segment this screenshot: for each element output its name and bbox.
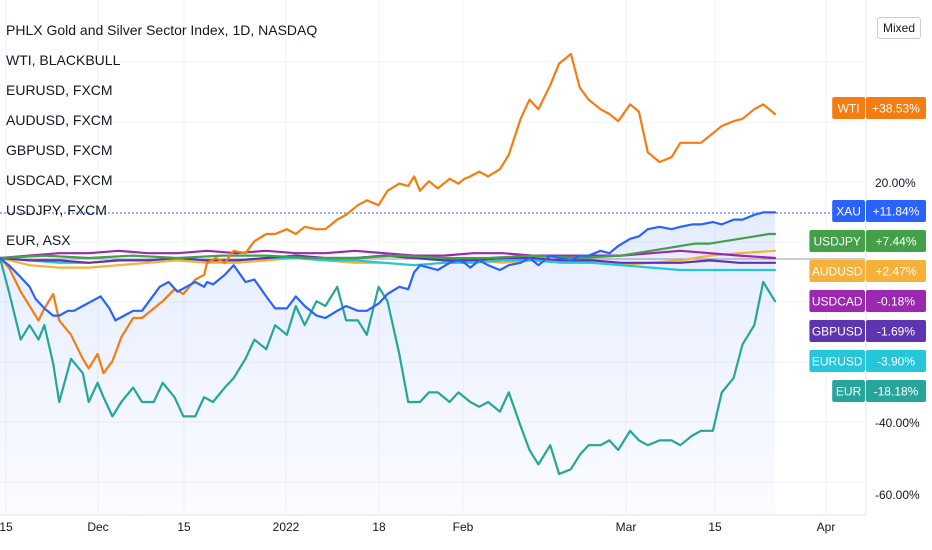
badge-value: -18.18% (874, 385, 919, 399)
badge-eurusd: EURUSD -3.90% (809, 350, 926, 372)
badge-name: USDJPY (814, 235, 861, 249)
badge-usdcad: USDCAD -0.18% (809, 290, 926, 312)
y-tick-label: 20.00% (875, 176, 916, 190)
badge-value: +7.44% (875, 235, 916, 249)
badge-name: WTI (838, 102, 860, 116)
badge-name-bg (832, 97, 865, 119)
series-line-eur (0, 256, 777, 476)
y-tick-label: -60.00% (875, 488, 920, 502)
badge-name: GBPUSD (812, 325, 863, 339)
badge-value-bg (866, 260, 926, 282)
badge-value: +38.53% (872, 102, 920, 116)
badge-value-bg (866, 380, 926, 402)
badge-name-bg (832, 380, 865, 402)
series-line-usdcad (0, 249, 777, 260)
badge-value-bg (866, 290, 926, 312)
badge-value: +11.84% (873, 205, 920, 219)
x-tick-label: 2022 (273, 520, 300, 534)
badge-wti: WTI +38.53% (832, 97, 926, 119)
badge-xau: XAU +11.84% (832, 200, 926, 222)
last-value-badges: WTI +38.53% XAU +11.84% USDJPY +7.44% AUDUSD +2… (809, 97, 926, 402)
area-fill (0, 212, 775, 515)
time-axis[interactable]: 15 Dec 15 2022 18 Feb Mar 15 Apr (0, 514, 866, 534)
badge-usdjpy: USDJPY +7.44% (809, 230, 926, 252)
xau-area (0, 212, 775, 515)
x-tick-label: 15 (177, 520, 191, 534)
badge-value: -3.90% (877, 355, 915, 369)
badge-gbpusd: GBPUSD -1.69% (809, 320, 926, 342)
badge-name: EURUSD (812, 355, 863, 369)
series-line-xau (0, 211, 777, 322)
badge-name-bg (832, 200, 865, 222)
badge-value: -1.69% (877, 325, 915, 339)
badge-name-bg (809, 290, 865, 312)
badge-value-bg (866, 230, 926, 252)
x-tick-label: Mar (616, 520, 637, 534)
y-tick-label: -40.00% (875, 416, 920, 430)
badge-name-bg (809, 320, 865, 342)
badge-name: USDCAD (812, 295, 863, 309)
scale-mode-button[interactable]: Mixed (877, 17, 922, 39)
legend-item-xau[interactable]: PHLX Gold and Silver Sector Index, 1D, N… (6, 22, 318, 38)
badge-value: -0.18% (877, 295, 915, 309)
price-axis[interactable]: 20.00% -40.00% -60.00% (865, 0, 920, 515)
x-tick-label: Apr (817, 520, 836, 534)
x-tick-label: Dec (87, 520, 108, 534)
badge-name: AUDUSD (812, 265, 863, 279)
badge-name-bg (809, 260, 865, 282)
badge-name: EUR (836, 385, 862, 399)
badge-value-bg (866, 97, 926, 119)
legend-item-usdcad[interactable]: USDCAD, FXCM (6, 172, 113, 188)
x-tick-label: 18 (372, 520, 386, 534)
badge-name-bg (809, 230, 865, 252)
legend-item-wti[interactable]: WTI, BLACKBULL (6, 52, 121, 68)
series-line-wti (0, 52, 777, 375)
badge-name: XAU (836, 205, 861, 219)
legend-item-gbpusd[interactable]: GBPUSD, FXCM (6, 142, 113, 158)
badge-value: +2.47% (875, 265, 916, 279)
legend-item-eurusd[interactable]: EURUSD, FXCM (6, 82, 113, 98)
x-tick-label: 15 (708, 520, 722, 534)
badge-value-bg (866, 200, 926, 222)
series-lines (0, 52, 777, 476)
badge-eur: EUR -18.18% (832, 380, 926, 402)
x-tick-label: 15 (0, 520, 13, 534)
legend-item-eur[interactable]: EUR, ASX (6, 232, 71, 248)
badge-value-bg (866, 350, 926, 372)
legend-item-usdjpy[interactable]: USDJPY, FXCM (6, 202, 107, 218)
badge-audusd: AUDUSD +2.47% (809, 260, 926, 282)
badge-value-bg (866, 320, 926, 342)
legend-item-audusd[interactable]: AUDUSD, FXCM (6, 112, 113, 128)
x-tick-label: Feb (453, 520, 474, 534)
legend: PHLX Gold and Silver Sector Index, 1D, N… (6, 20, 317, 260)
badge-name-bg (809, 350, 865, 372)
